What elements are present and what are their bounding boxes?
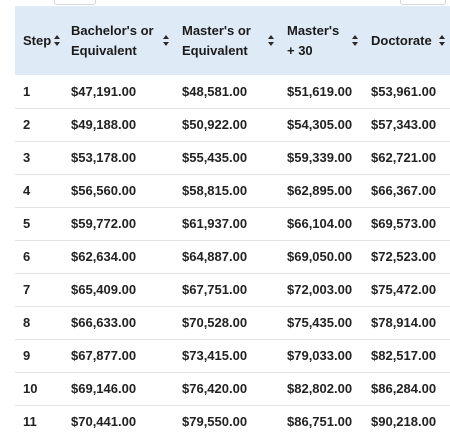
cell-masters: $61,937.00 — [174, 206, 279, 240]
cell-masters-30: $86,751.00 — [279, 404, 363, 438]
header-label: Master's or Equivalent — [182, 22, 251, 58]
cell-bachelors: $69,146.00 — [63, 371, 174, 405]
table-row: 9 $67,877.00 $73,415.00 $79,033.00 $82,517.0… — [15, 338, 450, 372]
cell-masters-30: $75,435.00 — [279, 305, 363, 339]
cell-masters-30: $51,619.00 — [287, 83, 353, 99]
cell-masters: $79,550.00 — [174, 404, 279, 438]
cell-step: 3 — [15, 140, 63, 174]
scroll-stub-left — [54, 0, 96, 5]
cell-step: 7 — [15, 272, 63, 306]
cell-masters-30: $72,003.00 — [279, 272, 363, 306]
cell-bachelors: $56,560.00 — [63, 173, 174, 207]
cell-doctorate: $66,367.00 — [363, 173, 450, 207]
cell-bachelors: $66,633.00 — [63, 305, 174, 339]
cell-step: 4 — [15, 173, 63, 207]
cell-doctorate: $86,284.00 — [363, 371, 450, 405]
cell-step: 9 — [15, 338, 63, 372]
header-label: Doctorate — [371, 32, 432, 48]
cell-masters: $50,922.00 — [174, 107, 279, 141]
cell-step: 8 — [15, 305, 63, 339]
cell-bachelors: $49,188.00 — [63, 107, 174, 141]
cell-masters-30: $69,050.00 — [279, 239, 363, 273]
cell-bachelors: $53,178.00 — [63, 140, 174, 174]
cell-bachelors: $70,441.00 — [63, 404, 174, 438]
cell-masters-30: $62,895.00 — [279, 173, 363, 207]
cell-doctorate: $75,472.00 — [363, 272, 450, 306]
table-row: 11 $70,441.00 $79,550.00 $86,751.00 $90,218.… — [15, 404, 450, 438]
cell-doctorate: $53,961.00 — [371, 83, 437, 99]
cell-masters: $67,751.00 — [174, 272, 279, 306]
cell-doctorate: $72,523.00 — [363, 239, 450, 273]
sort-icon[interactable] — [54, 35, 60, 46]
cell-step: 10 — [15, 371, 63, 405]
cell-masters: $55,435.00 — [174, 140, 279, 174]
header-label: Master's + 30 — [287, 22, 340, 58]
cell-bachelors: $65,409.00 — [63, 272, 174, 306]
cell-masters: $73,415.00 — [174, 338, 279, 372]
table-row: 7 $65,409.00 $67,751.00 $72,003.00 $75,472.0… — [15, 272, 450, 306]
cell-step: 5 — [15, 206, 63, 240]
cell-doctorate: $82,517.00 — [363, 338, 450, 372]
cell-masters-30: $54,305.00 — [279, 107, 363, 141]
column-header-bachelors[interactable]: Bachelor's or Equivalent — [63, 6, 174, 75]
cell-bachelors: $47,191.00 — [71, 83, 137, 99]
cell-masters-30: $82,802.00 — [279, 371, 363, 405]
cell-doctorate: $69,573.00 — [363, 206, 450, 240]
sort-icon[interactable] — [439, 35, 446, 46]
cell-doctorate: $62,721.00 — [363, 140, 450, 174]
header-label: Step — [23, 32, 52, 48]
cell-step: 2 — [15, 107, 63, 141]
table-row: 8 $66,633.00 $70,528.00 $75,435.00 $78,914.0… — [15, 305, 450, 339]
cell-masters: $64,887.00 — [174, 239, 279, 273]
cell-doctorate: $57,343.00 — [363, 107, 450, 141]
cell-doctorate: $90,218.00 — [363, 404, 450, 438]
top-strip — [0, 0, 450, 6]
cell-masters-30: $79,033.00 — [279, 338, 363, 372]
cell-step: 11 — [15, 404, 63, 438]
scroll-stub-right — [400, 0, 446, 5]
cell-bachelors: $62,634.00 — [63, 239, 174, 273]
cell-step: 6 — [15, 239, 63, 273]
table-row: 1 $47,191.00 $48,581.00 $51,619.00 $53,961.0… — [15, 75, 450, 108]
cell-bachelors: $67,877.00 — [63, 338, 174, 372]
cell-masters: $58,815.00 — [174, 173, 279, 207]
cell-masters: $70,528.00 — [174, 305, 279, 339]
table-row: 5 $59,772.00 $61,937.00 $66,104.00 $69,573.0… — [15, 206, 450, 240]
cell-step: 1 — [23, 83, 31, 99]
table-row: 3 $53,178.00 $55,435.00 $59,339.00 $62,721.0… — [15, 140, 450, 174]
sort-icon[interactable] — [268, 35, 275, 46]
table-body: 1 $47,191.00 $48,581.00 $51,619.00 $53,961.0… — [15, 75, 450, 438]
cell-masters: $48,581.00 — [182, 83, 248, 99]
salary-schedule-table: Step Bachelor's or Equivalent Master's or… — [15, 6, 450, 438]
column-header-step[interactable]: Step — [15, 6, 63, 75]
table-row: 10 $69,146.00 $76,420.00 $82,802.00 $86,284.… — [15, 371, 450, 405]
column-header-doctorate[interactable]: Doctorate — [363, 6, 450, 75]
cell-masters-30: $66,104.00 — [279, 206, 363, 240]
header-row: Step Bachelor's or Equivalent Master's or… — [15, 6, 450, 75]
header-label: Bachelor's or Equivalent — [71, 22, 154, 58]
cell-masters-30: $59,339.00 — [279, 140, 363, 174]
table-row: 2 $49,188.00 $50,922.00 $54,305.00 $57,343.0… — [15, 107, 450, 141]
cell-masters: $76,420.00 — [174, 371, 279, 405]
table-row: 4 $56,560.00 $58,815.00 $62,895.00 $66,367.0… — [15, 173, 450, 207]
sort-icon[interactable] — [163, 35, 170, 46]
column-header-masters-30[interactable]: Master's + 30 — [279, 6, 363, 75]
table-header: Step Bachelor's or Equivalent Master's or… — [15, 6, 450, 75]
column-header-masters[interactable]: Master's or Equivalent — [174, 6, 279, 75]
sort-icon[interactable] — [352, 35, 359, 46]
cell-bachelors: $59,772.00 — [63, 206, 174, 240]
cell-doctorate: $78,914.00 — [363, 305, 450, 339]
table-row: 6 $62,634.00 $64,887.00 $69,050.00 $72,523.0… — [15, 239, 450, 273]
